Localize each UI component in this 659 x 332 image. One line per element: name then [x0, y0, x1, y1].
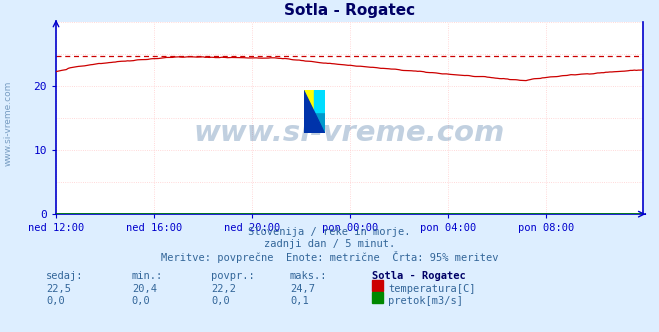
Title: Sotla - Rogatec: Sotla - Rogatec [284, 3, 415, 18]
Text: povpr.:: povpr.: [211, 271, 254, 281]
Polygon shape [304, 90, 325, 133]
Text: 22,5: 22,5 [46, 284, 71, 294]
Text: Slovenija / reke in morje.: Slovenija / reke in morje. [248, 227, 411, 237]
Text: pretok[m3/s]: pretok[m3/s] [388, 296, 463, 306]
Text: www.si-vreme.com: www.si-vreme.com [3, 80, 13, 166]
Text: zadnji dan / 5 minut.: zadnji dan / 5 minut. [264, 239, 395, 249]
Text: Sotla - Rogatec: Sotla - Rogatec [372, 271, 466, 281]
Polygon shape [304, 90, 314, 112]
Text: 0,0: 0,0 [132, 296, 150, 306]
Text: 0,0: 0,0 [211, 296, 229, 306]
Polygon shape [304, 90, 325, 133]
Text: sedaj:: sedaj: [46, 271, 84, 281]
Text: temperatura[C]: temperatura[C] [388, 284, 476, 294]
Text: min.:: min.: [132, 271, 163, 281]
Text: 24,7: 24,7 [290, 284, 315, 294]
Polygon shape [314, 90, 325, 112]
Text: 0,1: 0,1 [290, 296, 308, 306]
Text: 20,4: 20,4 [132, 284, 157, 294]
Text: Meritve: povprečne  Enote: metrične  Črta: 95% meritev: Meritve: povprečne Enote: metrične Črta:… [161, 251, 498, 263]
Text: www.si-vreme.com: www.si-vreme.com [194, 119, 505, 147]
Text: maks.:: maks.: [290, 271, 328, 281]
Text: 22,2: 22,2 [211, 284, 236, 294]
Text: 0,0: 0,0 [46, 296, 65, 306]
